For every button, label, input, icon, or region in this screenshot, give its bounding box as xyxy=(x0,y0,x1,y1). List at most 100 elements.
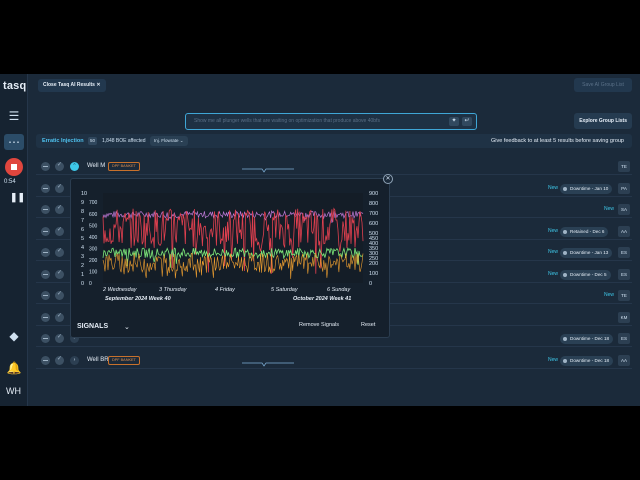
chevron-down-icon[interactable]: ⌄ xyxy=(124,324,130,331)
left-tick-label: 8 xyxy=(81,209,84,215)
dismiss-icon[interactable] xyxy=(41,355,50,365)
x-tick-label: 4 Friday xyxy=(215,287,236,293)
expand-icon[interactable]: ⌃ xyxy=(70,162,79,171)
table-row[interactable]: › Downtime - Dec 18 ES xyxy=(36,330,632,347)
new-tag: New xyxy=(548,356,559,363)
series-line-purple xyxy=(102,210,364,223)
reset-button[interactable]: Reset xyxy=(361,322,376,328)
bell-icon[interactable]: 🔔 xyxy=(6,361,22,375)
left-tick-label: 5 xyxy=(81,236,84,242)
new-tag: New xyxy=(604,206,615,212)
filter-title: Erratic Injection xyxy=(42,138,84,144)
close-ai-results-chip[interactable]: Close Tasq AI Results ✕ xyxy=(38,79,106,92)
signal-filter-label: Inj. Flowrate xyxy=(154,138,179,143)
stop-recording-button[interactable] xyxy=(5,158,23,176)
list-icon[interactable]: ☰ xyxy=(8,109,20,123)
confirm-icon[interactable] xyxy=(55,355,64,365)
app-screen: tasq ☰ ⋯ 0:54 ❚❚ ◆ 🔔 WH Close Tasq AI Re… xyxy=(0,74,640,406)
left-tick-label: 1 xyxy=(81,272,84,278)
dismiss-icon[interactable] xyxy=(41,312,50,322)
well-name[interactable]: Well BR xyxy=(87,356,109,363)
status-chip[interactable]: Downtime - Dec 18 xyxy=(560,334,614,344)
assignee-initials[interactable]: TE xyxy=(618,161,630,172)
dismiss-icon[interactable] xyxy=(41,205,50,214)
assignee-initials[interactable]: TE xyxy=(618,290,630,301)
signals-label: SIGNALS xyxy=(77,323,109,330)
status-chip[interactable]: Downtime - Dec 5 xyxy=(560,269,611,280)
close-icon[interactable]: ✕ xyxy=(96,82,101,88)
top-area: Close Tasq AI Results ✕ Save AI Group Li… xyxy=(28,74,640,144)
right-tick-label: 900 xyxy=(369,191,378,197)
sparkline xyxy=(242,362,294,367)
status-chip[interactable]: Downtime - Jan 10 xyxy=(560,183,613,194)
right-tick-label: 100 xyxy=(369,271,378,277)
right-tick-label: 0 xyxy=(369,281,372,287)
sparkline xyxy=(242,168,294,173)
confirm-icon[interactable] xyxy=(55,312,64,322)
user-avatar[interactable]: WH xyxy=(6,386,21,396)
close-popup-icon[interactable]: ✕ xyxy=(383,174,393,184)
right-tick-label: 300 xyxy=(369,251,378,257)
assignee-initials[interactable]: KM xyxy=(618,311,630,323)
confirm-icon[interactable] xyxy=(55,269,64,279)
left-tick-label: 2 xyxy=(81,263,84,269)
assignee-initials[interactable]: PA xyxy=(618,182,630,194)
expand-icon[interactable]: › xyxy=(70,355,79,365)
series-line-orange xyxy=(102,252,364,279)
dismiss-icon[interactable] xyxy=(41,269,50,279)
confirm-icon[interactable] xyxy=(55,290,64,300)
x-tick-label: 2 Wednesday xyxy=(102,287,138,293)
confirm-icon[interactable] xyxy=(55,183,64,193)
x-period-label: October 2024 Week 41 xyxy=(293,296,351,302)
x-tick-label: 5 Saturday xyxy=(271,287,299,293)
right-tick-label: 450 xyxy=(369,236,378,242)
left-alt-tick-label: 300 xyxy=(89,246,98,252)
dismiss-icon[interactable] xyxy=(41,183,50,193)
dismiss-icon[interactable] xyxy=(41,162,50,171)
status-chip[interactable]: Downtime - Jan 13 xyxy=(560,248,613,258)
signal-filter-dropdown[interactable]: Inj. Flowrate ⌄ xyxy=(150,136,188,146)
signal-chart: 0123456789100100200300400500600700010020… xyxy=(81,191,378,302)
pause-icon[interactable]: ❚❚ xyxy=(10,192,26,202)
confirm-icon[interactable] xyxy=(55,161,64,171)
expand-icon[interactable]: › xyxy=(70,334,79,343)
diamond-icon[interactable]: ◆ xyxy=(9,329,19,343)
left-tick-label: 3 xyxy=(81,254,84,260)
confirm-icon[interactable] xyxy=(55,247,64,257)
boe-affected: 1,848 BOE affected xyxy=(102,138,146,144)
assignee-initials[interactable]: ES xyxy=(618,333,630,344)
remove-signals-button[interactable]: Remove Signals xyxy=(299,322,340,328)
dismiss-icon[interactable] xyxy=(41,291,50,300)
assignee-initials[interactable]: SA xyxy=(618,204,630,215)
confirm-icon[interactable] xyxy=(55,333,64,343)
ai-search-icon[interactable]: ⋯ xyxy=(4,134,24,150)
assignee-initials[interactable]: ES xyxy=(618,247,630,258)
well-badge: DPF BANKET xyxy=(108,162,140,171)
confirm-icon[interactable] xyxy=(55,204,64,214)
new-tag: New xyxy=(548,270,559,277)
status-chip[interactable]: Downtime - Dec 18 xyxy=(560,355,614,366)
left-tick-label: 10 xyxy=(81,191,87,197)
assignee-initials[interactable]: ES xyxy=(618,268,630,280)
status-chip[interactable]: Retained - Dec 6 xyxy=(560,226,609,237)
well-name[interactable]: Well M xyxy=(87,163,106,169)
save-group-list-button[interactable]: Save AI Group List xyxy=(574,78,632,92)
enter-icon[interactable]: ↵ xyxy=(462,117,472,126)
dismiss-icon[interactable] xyxy=(41,334,50,343)
assignee-initials[interactable]: AA xyxy=(618,354,630,366)
sparkle-icon[interactable]: ✦ xyxy=(449,117,459,126)
x-tick-label: 3 Thursday xyxy=(159,287,188,293)
confirm-icon[interactable] xyxy=(55,226,64,236)
dismiss-icon[interactable] xyxy=(41,226,50,236)
explore-group-lists-button[interactable]: Explore Group Lists xyxy=(574,113,632,129)
left-sidebar: tasq ☰ ⋯ 0:54 ❚❚ ◆ 🔔 WH xyxy=(0,74,28,406)
assignee-initials[interactable]: AA xyxy=(618,225,630,237)
ai-search-input[interactable]: Show me all plunger wells that are waiti… xyxy=(185,113,477,130)
left-alt-tick-label: 400 xyxy=(89,235,98,241)
feedback-hint: Give feedback to at least 5 results befo… xyxy=(491,138,624,144)
series-line-green xyxy=(102,247,364,268)
dismiss-icon[interactable] xyxy=(41,248,50,257)
new-tag: New xyxy=(548,227,559,234)
